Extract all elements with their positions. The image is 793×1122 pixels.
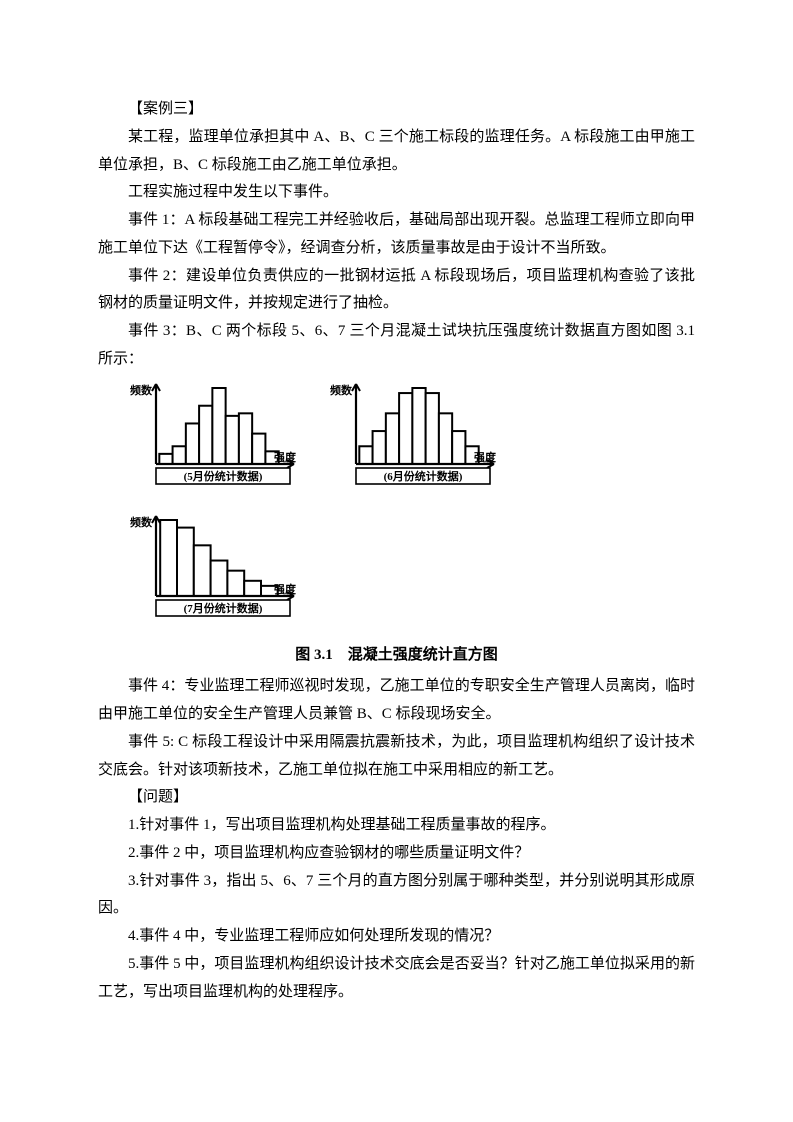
question-2: 2.事件 2 中，项目监理机构应查验钢材的哪些质量证明文件？ <box>98 840 695 868</box>
paragraph-6: 事件 4：专业监理工程师巡视时发现，乙施工单位的专职安全生产管理人员离岗，临时由… <box>98 673 695 729</box>
question-5: 5.事件 5 中，项目监理机构组织设计技术交底会是否妥当？针对乙施工单位拟采用的… <box>98 951 695 1007</box>
question-4: 4.事件 4 中，专业监理工程师应如何处理所发现的情况？ <box>98 923 695 951</box>
questions-heading: 【问题】 <box>98 784 695 812</box>
svg-text:强度: 强度 <box>474 450 497 464</box>
svg-text:(7月份统计数据): (7月份统计数据) <box>184 601 263 615</box>
svg-text:频数: 频数 <box>130 515 153 529</box>
paragraph-1: 某工程，监理单位承担其中 A、B、C 三个施工标段的监理任务。A 标段施工由甲施… <box>98 124 695 180</box>
question-1: 1.针对事件 1，写出项目监理机构处理基础工程质量事故的程序。 <box>98 812 695 840</box>
paragraph-5: 事件 3：B、C 两个标段 5、6、7 三个月混凝土试块抗压强度统计数据直方图如… <box>98 318 695 374</box>
svg-text:强度: 强度 <box>274 582 297 596</box>
svg-text:频数: 频数 <box>130 383 153 397</box>
histogram-svg: 频数 (6月份统计数据) 强度 <box>328 378 498 506</box>
case-heading: 【案例三】 <box>98 96 695 124</box>
figure-caption: 图 3.1 混凝土强度统计直方图 <box>98 642 695 670</box>
histogram-may: 频数 (5月份统计数据) 强度 <box>128 378 298 506</box>
histogram-june: 频数 (6月份统计数据) 强度 <box>328 378 498 506</box>
figure-row-2: 频数 (7月份统计数据) 强度 <box>128 510 695 638</box>
histogram-svg: 频数 (7月份统计数据) 强度 <box>128 510 298 638</box>
svg-text:(5月份统计数据): (5月份统计数据) <box>184 469 263 483</box>
svg-text:强度: 强度 <box>274 450 297 464</box>
histogram-july: 频数 (7月份统计数据) 强度 <box>128 510 298 638</box>
paragraph-3: 事件 1：A 标段基础工程完工并经验收后，基础局部出现开裂。总监理工程师立即向甲… <box>98 207 695 263</box>
question-3: 3.针对事件 3，指出 5、6、7 三个月的直方图分别属于哪种类型，并分别说明其… <box>98 868 695 924</box>
paragraph-2: 工程实施过程中发生以下事件。 <box>98 179 695 207</box>
histogram-svg: 频数 (5月份统计数据) 强度 <box>128 378 298 506</box>
paragraph-7: 事件 5: C 标段工程设计中采用隔震抗震新技术，为此，项目监理机构组织了设计技… <box>98 729 695 785</box>
svg-text:频数: 频数 <box>330 383 353 397</box>
paragraph-4: 事件 2：建设单位负责供应的一批钢材运抵 A 标段现场后，项目监理机构查验了该批… <box>98 263 695 319</box>
figure-row-1: 频数 (5月份统计数据) 强度 频数 (6月份统计数据) 强度 <box>128 378 695 506</box>
svg-text:(6月份统计数据): (6月份统计数据) <box>384 469 463 483</box>
